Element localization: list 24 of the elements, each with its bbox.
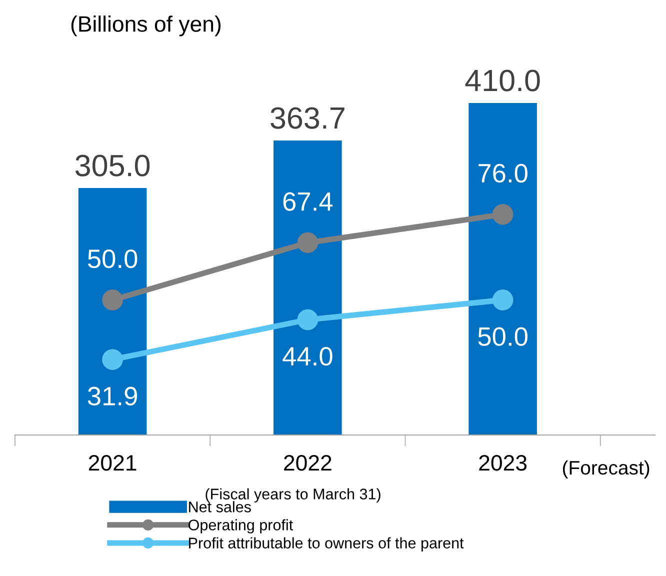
x-tick-label: 2023 [479,455,527,471]
data-label: 50.0 [478,327,528,346]
text: (Fiscal years to March 31) [206,488,380,502]
legend-label: Net sales [189,501,251,512]
point [297,232,318,254]
data-label: 50.0 [88,249,138,268]
point [492,290,514,310]
data-label: 67.4 [283,192,333,211]
text: (Billions of yen) [71,16,221,36]
legend-label: Profit attributable to owners of the parent [189,537,464,552]
data-label: 410.0 [465,70,540,92]
point [492,204,514,225]
data-label: 305.0 [75,154,150,176]
data-label: 76.0 [478,164,528,183]
data-label: 44.0 [282,346,332,366]
legend-label: Operating profit [188,519,293,534]
x-tick-label: 2022 [284,455,332,471]
data-label: 363.7 [270,107,344,129]
point [297,309,318,330]
text: (Forecast) [562,460,650,478]
point [102,349,123,370]
point [102,290,123,310]
x-tick-label: 2021 [88,455,136,471]
data-label: 31.9 [88,386,137,406]
